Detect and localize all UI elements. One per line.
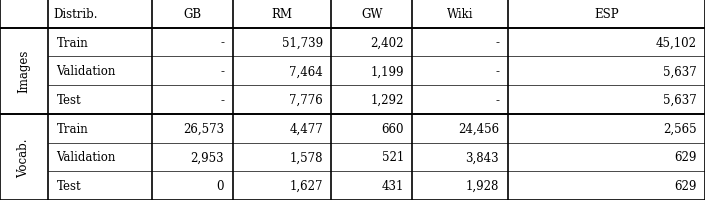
Text: 0: 0 [216,179,224,192]
Text: GW: GW [361,8,383,21]
Text: 5,637: 5,637 [663,94,697,106]
Text: Train: Train [56,36,88,49]
Text: 1,578: 1,578 [289,151,323,164]
Text: -: - [495,36,499,49]
Text: 51,739: 51,739 [282,36,323,49]
Text: Images: Images [18,50,30,93]
Text: Validation: Validation [56,65,116,78]
Text: 1,627: 1,627 [289,179,323,192]
Text: 4,477: 4,477 [289,122,323,135]
Text: 1,292: 1,292 [371,94,404,106]
Text: 629: 629 [674,151,697,164]
Text: RM: RM [271,8,293,21]
Text: 629: 629 [674,179,697,192]
Text: Test: Test [56,94,81,106]
Text: 24,456: 24,456 [458,122,499,135]
Text: -: - [220,65,224,78]
Text: 431: 431 [381,179,404,192]
Text: 2,953: 2,953 [190,151,224,164]
Text: 26,573: 26,573 [183,122,224,135]
Text: 3,843: 3,843 [465,151,499,164]
Text: 2,565: 2,565 [663,122,697,135]
Text: ESP: ESP [594,8,618,21]
Text: 2,402: 2,402 [370,36,404,49]
Text: Distrib.: Distrib. [54,8,98,21]
Text: 7,464: 7,464 [289,65,323,78]
Text: Train: Train [56,122,88,135]
Text: -: - [495,65,499,78]
Text: 45,102: 45,102 [656,36,697,49]
Text: Wiki: Wiki [447,8,473,21]
Text: 1,199: 1,199 [370,65,404,78]
Text: Test: Test [56,179,81,192]
Text: Vocab.: Vocab. [18,137,30,177]
Text: -: - [220,36,224,49]
Text: GB: GB [183,8,201,21]
Text: -: - [220,94,224,106]
Text: 7,776: 7,776 [289,94,323,106]
Text: 660: 660 [381,122,404,135]
Text: 5,637: 5,637 [663,65,697,78]
Text: Validation: Validation [56,151,116,164]
Text: -: - [495,94,499,106]
Text: 521: 521 [381,151,404,164]
Text: 1,928: 1,928 [466,179,499,192]
